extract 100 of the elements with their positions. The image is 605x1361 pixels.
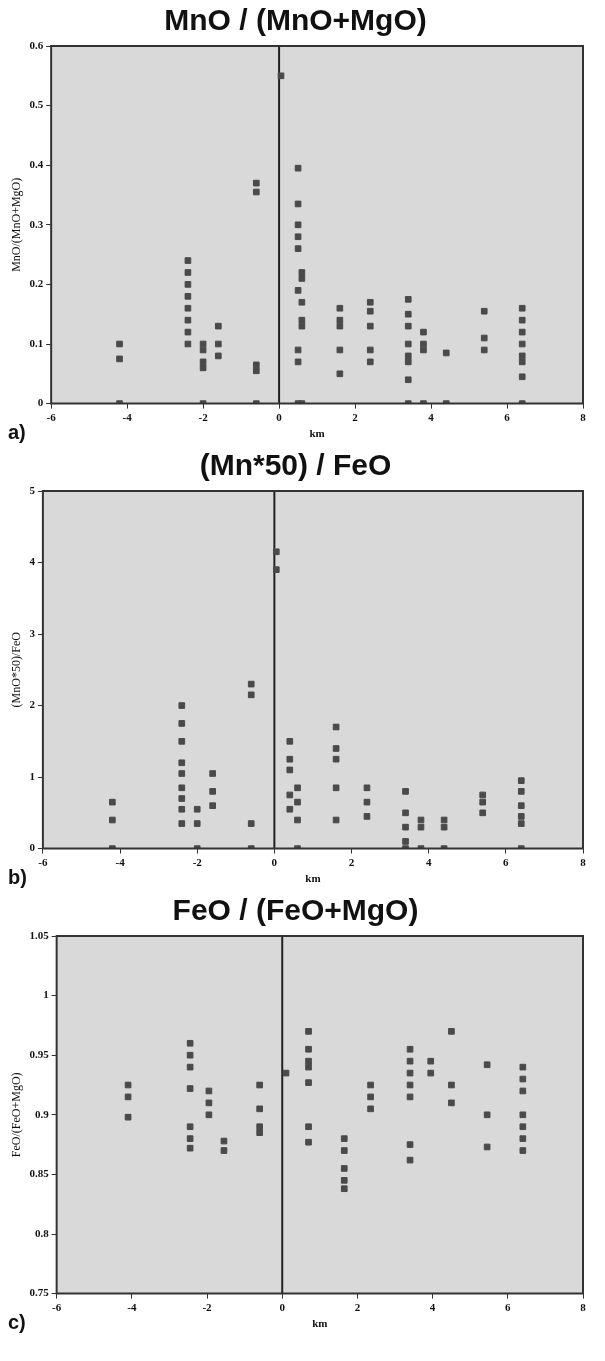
y-tick-label: 0.95 (29, 1048, 50, 1061)
point (367, 1081, 374, 1089)
point (406, 1069, 414, 1077)
x-tick-label: -4 (122, 411, 133, 424)
text: c) (8, 1311, 26, 1333)
x-tick-label: 4 (425, 856, 432, 869)
point (519, 1063, 527, 1071)
x-axis-title: km (305, 872, 321, 885)
point (483, 1111, 491, 1119)
x-tick-label: 8 (580, 856, 587, 869)
y-tick-label: 1.05 (29, 928, 50, 941)
x-axis-title: km (309, 427, 325, 440)
y-tick-label: 5 (29, 483, 36, 496)
point (256, 1129, 263, 1137)
point (519, 1123, 527, 1131)
point (367, 1093, 374, 1101)
point (205, 1099, 213, 1107)
y-tick-label: 0 (37, 396, 44, 409)
point (483, 1143, 491, 1151)
point (305, 1079, 312, 1086)
point (305, 1138, 312, 1146)
x-tick-label: 6 (503, 856, 510, 869)
x-tick-label: 2 (348, 856, 355, 869)
y-tick-label: 0.4 (29, 158, 44, 171)
point (340, 1135, 348, 1142)
point (282, 1069, 290, 1077)
x-tick-label: 0 (279, 1301, 286, 1314)
point (519, 1111, 527, 1119)
point (406, 1156, 414, 1164)
point (448, 1081, 455, 1089)
point (406, 1141, 414, 1148)
y-tick-label: 3 (29, 626, 36, 639)
y-axis-title: MnO/(MnO+MgO) (9, 177, 24, 272)
x-tick-label: 8 (580, 411, 587, 424)
point (205, 1111, 213, 1119)
y-axis-title: (MnO*50)/FeO (9, 631, 24, 708)
x-tick-label: 2 (352, 411, 359, 424)
y-tick-label: 0.75 (29, 1286, 50, 1299)
point (305, 1045, 312, 1053)
point (305, 1123, 312, 1131)
x-tick-label: 0 (276, 411, 283, 424)
point (305, 1057, 312, 1065)
point (124, 1113, 132, 1121)
point (340, 1177, 348, 1184)
y-tick-label: 2 (29, 698, 36, 711)
y-tick-label: 0.85 (29, 1167, 50, 1180)
text: a) (8, 421, 26, 443)
x-tick-label: -4 (115, 856, 126, 869)
x-tick-label: 0 (271, 856, 278, 869)
point (305, 1063, 312, 1071)
point (367, 1105, 374, 1113)
y-tick-label: 0.6 (29, 38, 44, 51)
point (124, 1093, 132, 1101)
y-tick-label: 1 (29, 769, 35, 782)
y-tick-label: 0.8 (34, 1226, 50, 1239)
y-tick-label: 0.5 (29, 98, 44, 111)
y-tick-label: 0.9 (34, 1107, 50, 1120)
point (519, 1075, 527, 1083)
point (406, 1081, 414, 1089)
point (406, 1045, 414, 1053)
x-tick-label: -6 (38, 856, 48, 869)
x-tick-label: -2 (202, 1301, 213, 1314)
point (340, 1165, 348, 1172)
chart-title: (Mn*50) / FeO (199, 448, 392, 482)
x-tick-label: -6 (52, 1301, 62, 1314)
point (519, 1087, 527, 1095)
y-axis-title: FeO/(FeO+MgO) (9, 1072, 24, 1158)
point (186, 1039, 194, 1047)
point (519, 1147, 527, 1154)
point (186, 1085, 194, 1092)
x-tick-label: -2 (198, 411, 209, 424)
point (220, 1147, 228, 1154)
y-tick-label: 4 (29, 555, 36, 568)
x-axis-title: km (312, 1317, 328, 1330)
x-tick-label: 4 (429, 1301, 436, 1314)
x-tick-label: -4 (127, 1301, 137, 1314)
point (427, 1069, 435, 1077)
y-tick-label: 1 (43, 988, 49, 1001)
point (305, 1028, 312, 1035)
point (448, 1099, 455, 1107)
y-tick-label: 0 (29, 841, 36, 854)
chart-title: MnO / (MnO+MgO) (164, 3, 427, 37)
point (124, 1081, 132, 1089)
point (186, 1144, 194, 1152)
point (427, 1057, 435, 1065)
point (256, 1105, 263, 1113)
y-tick-label: 0.2 (29, 277, 44, 290)
point (186, 1051, 194, 1059)
point (406, 1093, 414, 1101)
point (220, 1137, 228, 1145)
x-tick-label: 8 (580, 1301, 587, 1314)
point (519, 1135, 527, 1142)
point (483, 1061, 491, 1069)
point (205, 1087, 213, 1095)
point (186, 1123, 194, 1131)
y-tick-label: 0.1 (29, 336, 44, 349)
point (256, 1123, 263, 1131)
point (256, 1081, 263, 1089)
x-tick-label: 2 (354, 1301, 361, 1314)
x-tick-label: -2 (192, 856, 203, 869)
